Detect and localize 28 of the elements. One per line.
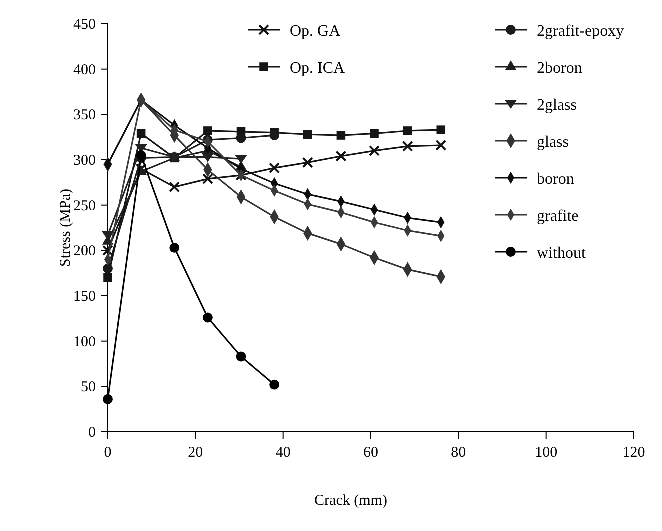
x-tick-label: 100 <box>535 445 558 461</box>
legend-label: 2grafit-epoxy <box>537 23 624 40</box>
x-tick-label: 0 <box>104 445 112 461</box>
x-axis-title: Crack (mm) <box>314 493 388 509</box>
legend-label: glass <box>537 134 569 151</box>
y-tick-label: 200 <box>74 244 96 260</box>
x-tick-label: 20 <box>188 445 204 461</box>
legend-label: Op. ICA <box>290 60 346 77</box>
legend-label: without <box>537 245 586 262</box>
y-axis-title: Stress (MPa) <box>58 189 74 267</box>
y-tick-label: 50 <box>81 380 96 396</box>
legend-label: boron <box>537 171 574 188</box>
y-tick-label: 150 <box>74 289 96 305</box>
y-tick-label: 300 <box>74 153 96 169</box>
x-tick-label: 60 <box>364 445 378 461</box>
legend-label: 2boron <box>537 60 582 77</box>
legend-label: 2glass <box>537 97 577 114</box>
y-tick-label: 250 <box>74 198 96 214</box>
legend-label: grafite <box>537 208 579 225</box>
y-tick-label: 450 <box>74 17 96 33</box>
x-tick-label: 120 <box>622 445 646 461</box>
x-tick-label: 80 <box>451 445 466 461</box>
legend-label: Op. GA <box>290 23 342 40</box>
y-tick-label: 0 <box>88 425 96 441</box>
y-tick-label: 400 <box>74 62 96 78</box>
x-tick-label: 40 <box>276 445 291 461</box>
y-tick-label: 350 <box>74 108 96 124</box>
y-tick-label: 100 <box>74 334 96 350</box>
